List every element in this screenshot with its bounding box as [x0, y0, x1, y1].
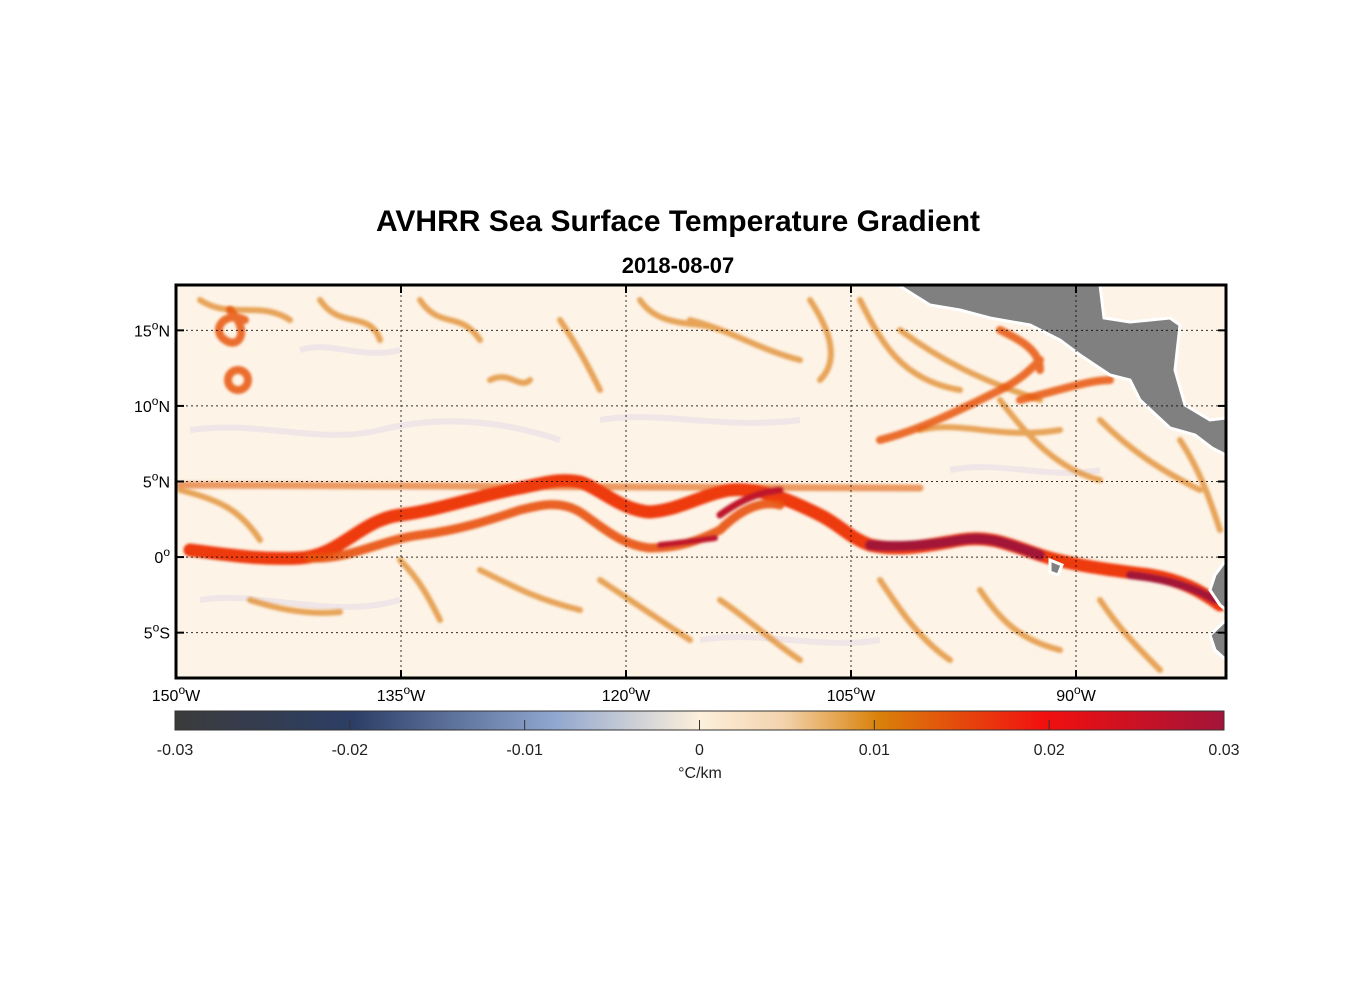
colorbar-ticks: [174, 720, 1225, 730]
lat-tick-label: 10oN: [134, 394, 170, 416]
galapagos-islands: [1048, 557, 1064, 577]
lat-tick-label: 0o: [154, 545, 170, 567]
lon-tick-label: 105oW: [827, 683, 876, 705]
colorbar-tick-label: 0: [695, 742, 704, 759]
colorbar-labels: -0.03 -0.02 -0.01 0 0.01 0.02 0.03: [157, 742, 1240, 759]
weak-fronts: [177, 297, 1223, 673]
lat-tick-label: 15oN: [134, 318, 170, 340]
graticule: [176, 285, 1226, 678]
lon-tick-label: 150oW: [152, 683, 201, 705]
lon-tick-label: 135oW: [377, 683, 426, 705]
sst-gradient-field: [176, 285, 1226, 678]
map-tick-labels: 150oW 135oW 120oW 105oW 90oW 15oN 10oN 5oN 0o 5oS: [134, 318, 1097, 705]
colorbar-tick-label: -0.02: [332, 742, 369, 759]
colorbar-tick-label: -0.01: [506, 742, 543, 759]
chart-subtitle: 2018-08-07: [621, 253, 735, 278]
lat-tick-label: 5oN: [143, 470, 170, 492]
colorbar-unit: °C/km: [678, 765, 722, 782]
map-ticks: [175, 285, 1226, 678]
lat-tick-label: 5oS: [144, 621, 170, 643]
moderate-fronts: [215, 306, 1114, 444]
lon-tick-label: 90oW: [1056, 683, 1096, 705]
colorbar-tick-label: 0.02: [1034, 742, 1065, 759]
equatorial-front: [176, 474, 1226, 612]
lon-tick-label: 120oW: [602, 683, 651, 705]
colorbar-tick-label: 0.03: [1208, 742, 1239, 759]
chart-title: AVHRR Sea Surface Temperature Gradient: [375, 205, 981, 238]
land-central-america: [895, 285, 1226, 663]
colorbar-tick-label: -0.03: [157, 742, 194, 759]
colorbar-tick-label: 0.01: [859, 742, 890, 759]
